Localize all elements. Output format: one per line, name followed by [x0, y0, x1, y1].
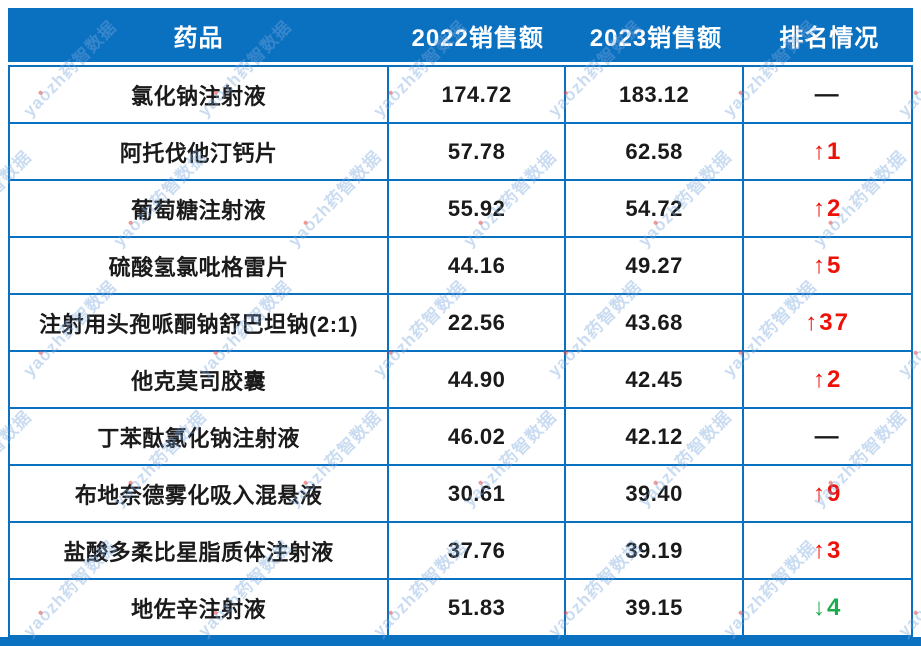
drug-name-cell: 布地奈德雾化吸入混悬液	[10, 466, 390, 521]
drug-name-cell: 葡萄糖注射液	[10, 181, 390, 236]
table-body: 氯化钠注射液 174.72 183.12 — 阿托伐他汀钙片 57.78 62.58 ↑1 葡萄…	[8, 65, 913, 637]
sales-2023-cell: 42.12	[566, 409, 745, 464]
drug-name-cell: 地佐辛注射液	[10, 580, 390, 635]
table-row: 阿托伐他汀钙片 57.78 62.58 ↑1	[10, 124, 911, 181]
rank-cell: ↑3	[812, 536, 843, 564]
drug-name-cell: 他克莫司胶囊	[10, 352, 390, 407]
sales-2022-cell: 51.83	[389, 580, 566, 635]
sales-2022-cell: 174.72	[389, 67, 566, 122]
column-header-sales-2023: 2023销售额	[589, 24, 723, 52]
sales-2022-cell: 22.56	[389, 295, 566, 350]
sales-2023-cell: 49.27	[566, 238, 745, 293]
sales-2023-cell: 54.72	[566, 181, 745, 236]
rank-cell: —	[814, 422, 841, 450]
column-header-rank: 排名情况	[779, 24, 880, 52]
sales-2022-cell: 44.16	[389, 238, 566, 293]
sales-2023-cell: 39.40	[566, 466, 745, 521]
table-row: 布地奈德雾化吸入混悬液 30.61 39.40 ↑9	[10, 466, 911, 523]
rank-cell: ↑2	[812, 194, 843, 222]
column-header-sales-2022: 2022销售额	[411, 24, 544, 52]
table-row: 葡萄糖注射液 55.92 54.72 ↑2	[10, 181, 911, 238]
sales-2023-cell: 39.19	[566, 523, 745, 578]
sales-2023-cell: 42.45	[566, 352, 745, 407]
sales-2022-cell: 44.90	[389, 352, 566, 407]
sales-2022-cell: 30.61	[389, 466, 566, 521]
sales-2022-cell: 57.78	[389, 124, 566, 179]
table-row: 地佐辛注射液 51.83 39.15 ↓4	[10, 580, 911, 635]
rank-cell: ↑1	[812, 137, 843, 165]
table-row: 他克莫司胶囊 44.90 42.45 ↑2	[10, 352, 911, 409]
drug-name-cell: 硫酸氢氯吡格雷片	[10, 238, 390, 293]
drug-name-cell: 注射用头孢哌酮钠舒巴坦钠(2:1)	[10, 295, 390, 350]
sales-2023-cell: 39.15	[566, 580, 745, 635]
drug-name-cell: 丁苯酞氯化钠注射液	[10, 409, 390, 464]
sales-2022-cell: 46.02	[389, 409, 566, 464]
table-row: 盐酸多柔比星脂质体注射液 37.76 39.19 ↑3	[10, 523, 911, 580]
rank-cell: ↑37	[805, 308, 850, 336]
sales-2023-cell: 183.12	[566, 67, 745, 122]
drug-name-cell: 氯化钠注射液	[10, 67, 390, 122]
table-row: 硫酸氢氯吡格雷片 44.16 49.27 ↑5	[10, 238, 911, 295]
sales-2023-cell: 43.68	[566, 295, 745, 350]
rank-cell: —	[814, 80, 841, 108]
bottom-accent-bar	[0, 637, 921, 646]
sales-2022-cell: 55.92	[389, 181, 566, 236]
table-row: 氯化钠注射液 174.72 183.12 —	[10, 67, 911, 124]
drug-name-cell: 阿托伐他汀钙片	[10, 124, 390, 179]
table-header-row: 药品 2022销售额 2023销售额 排名情况	[8, 8, 913, 62]
sales-2023-cell: 62.58	[566, 124, 745, 179]
sales-2022-cell: 37.76	[389, 523, 566, 578]
rank-cell: ↓4	[812, 593, 843, 621]
rank-cell: ↑2	[812, 365, 843, 393]
table-row: 丁苯酞氯化钠注射液 46.02 42.12 —	[10, 409, 911, 466]
column-header-drug: 药品	[173, 24, 224, 52]
rank-cell: ↑5	[812, 251, 843, 279]
rank-cell: ↑9	[812, 479, 843, 507]
drug-name-cell: 盐酸多柔比星脂质体注射液	[10, 523, 390, 578]
table-row: 注射用头孢哌酮钠舒巴坦钠(2:1) 22.56 43.68 ↑37	[10, 295, 911, 352]
